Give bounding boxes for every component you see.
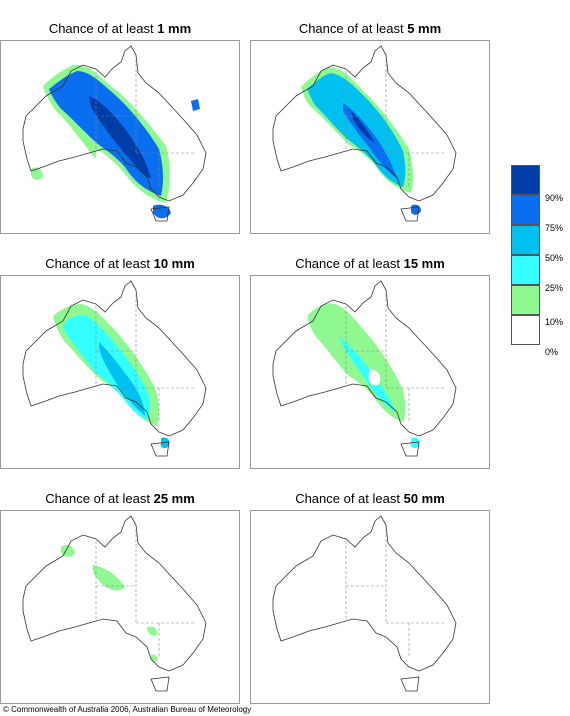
- map-panel-15mm: [250, 275, 490, 469]
- panel-title-amount: 5 mm: [407, 21, 442, 36]
- legend-swatch-25: [511, 255, 540, 285]
- panel-title-prefix: Chance of at least: [45, 256, 154, 271]
- australia-outline: [272, 45, 457, 222]
- panel-title-amount: 25 mm: [153, 491, 195, 506]
- rain-probability-overlay: [53, 304, 170, 449]
- legend-label-25: 25%: [545, 283, 564, 293]
- panel-title-1mm: Chance of at least 1 mm: [0, 21, 240, 37]
- legend-swatch-10: [511, 285, 540, 315]
- australia-outline: [272, 515, 457, 692]
- panel-title-amount: 15 mm: [403, 256, 445, 271]
- legend-swatch-50: [511, 225, 540, 255]
- rain-probability-overlay: [61, 545, 158, 662]
- panel-title-25mm: Chance of at least 25 mm: [0, 491, 240, 507]
- legend-swatch-75: [511, 195, 540, 225]
- map-panel-10mm: [0, 275, 240, 469]
- probability-legend: 90% 75% 50% 25% 10% 0%: [511, 165, 568, 357]
- legend-label-0: 0%: [545, 347, 559, 357]
- legend-label-75: 75%: [545, 223, 564, 233]
- panel-title-amount: 50 mm: [403, 491, 445, 506]
- map-panel-50mm: [250, 510, 490, 704]
- panel-title-prefix: Chance of at least: [295, 491, 404, 506]
- panel-title-amount: 1 mm: [157, 21, 192, 36]
- legend-label-50: 50%: [545, 253, 564, 263]
- panel-title-amount: 10 mm: [153, 256, 195, 271]
- australia-outline: [22, 45, 207, 222]
- panel-title-prefix: Chance of at least: [45, 491, 154, 506]
- copyright-notice: © Commonwealth of Australia 2006, Austra…: [3, 705, 252, 714]
- legend-label-10: 10%: [545, 317, 564, 327]
- panel-title-15mm: Chance of at least 15 mm: [250, 256, 490, 272]
- map-panel-1mm: [0, 40, 240, 234]
- australia-outline: [22, 515, 207, 692]
- australia-outline: [22, 280, 207, 457]
- rain-probability-overlay: [31, 64, 200, 219]
- panel-title-5mm: Chance of at least 5 mm: [250, 21, 490, 37]
- panel-title-prefix: Chance of at least: [48, 21, 158, 36]
- panel-title-10mm: Chance of at least 10 mm: [0, 256, 240, 272]
- legend-swatch-90: [511, 165, 540, 195]
- rain-probability-overlay: [307, 303, 420, 449]
- panel-title-prefix: Chance of at least: [298, 21, 408, 36]
- map-panel-5mm: [250, 40, 490, 234]
- map-panel-25mm: [0, 510, 240, 704]
- australia-outline: [272, 280, 457, 457]
- legend-label-90: 90%: [545, 193, 564, 203]
- rain-probability-overlay: [301, 67, 421, 215]
- panel-title-50mm: Chance of at least 50 mm: [250, 491, 490, 507]
- legend-swatch-0: [511, 315, 540, 345]
- panel-title-prefix: Chance of at least: [295, 256, 404, 271]
